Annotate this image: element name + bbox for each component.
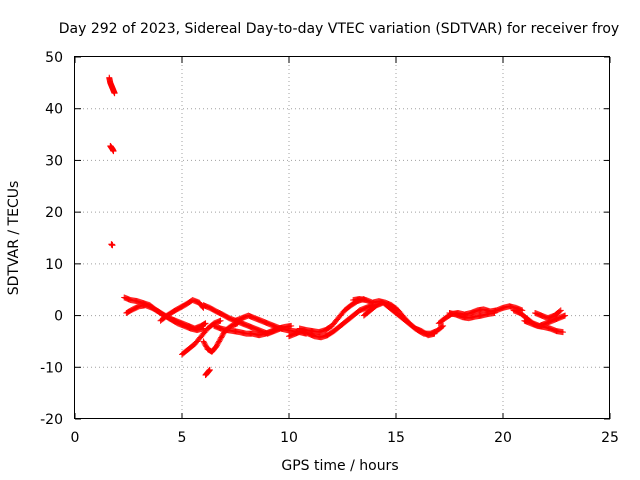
data-point [491,309,498,316]
x-tick-label: 5 [178,430,187,446]
data-point [562,312,569,319]
y-tick-label: -20 [40,412,63,428]
data-point [559,329,566,336]
y-tick-label: 0 [54,309,63,325]
data-point [557,307,564,314]
data-points [106,74,569,379]
data-point [213,342,220,349]
y-tick-label: 50 [45,50,63,66]
x-tick-label: 0 [71,430,80,446]
data-point [556,308,563,315]
data-point [202,342,209,349]
y-tick-label: 10 [45,257,63,273]
x-axis-label: GPS time / hours [281,458,398,474]
y-tick-label: 40 [45,102,63,118]
data-point [201,341,208,348]
y-tick-label: 20 [45,205,63,221]
x-tick-label: 20 [494,430,512,446]
data-point [213,343,220,350]
grid-lines [75,57,610,419]
series-s15 [446,309,498,322]
data-point [218,334,225,341]
series-s14 [435,303,526,327]
series-s17 [521,317,566,336]
series-s13 [360,299,438,339]
series-early-high [106,74,118,97]
data-point [439,323,446,330]
data-point [216,337,223,344]
data-point [219,331,226,338]
data-point [217,317,224,324]
y-tick-labels: -20 -10 0 10 20 30 40 50 [40,50,63,428]
data-point [217,335,224,342]
y-axis-label: SDTVAR / TECUs [6,181,22,296]
chart-title: Day 292 of 2023, Sidereal Day-to-day VTE… [59,21,619,37]
plot-frame [74,56,610,419]
data-point [200,338,207,345]
axis-ticks [74,56,611,420]
data-point [201,339,208,346]
x-tick-label: 25 [601,430,619,446]
x-tick-label: 10 [280,430,298,446]
series-s2 [123,302,207,334]
data-point [431,330,438,337]
data-point [215,339,222,346]
y-tick-label: 30 [45,153,63,169]
series-early-low [108,241,116,249]
series-s6 [202,366,213,379]
data-point [110,148,117,155]
series-early-mid [107,142,117,155]
data-point [216,338,223,345]
data-point [440,322,447,329]
series-s10 [286,302,376,341]
data-point [202,320,209,327]
data-point [214,341,221,348]
data-point [111,90,118,97]
series-s5 [200,320,241,355]
data-point [203,343,210,350]
y-tick-label: -10 [40,360,63,376]
data-point [218,333,225,340]
series-s3 [157,297,207,324]
x-tick-labels: 0 5 10 15 20 25 [71,430,619,446]
series-s4 [179,317,224,358]
data-point [109,242,116,249]
data-point [206,366,213,373]
x-tick-label: 15 [387,430,405,446]
series-s18 [532,307,564,322]
